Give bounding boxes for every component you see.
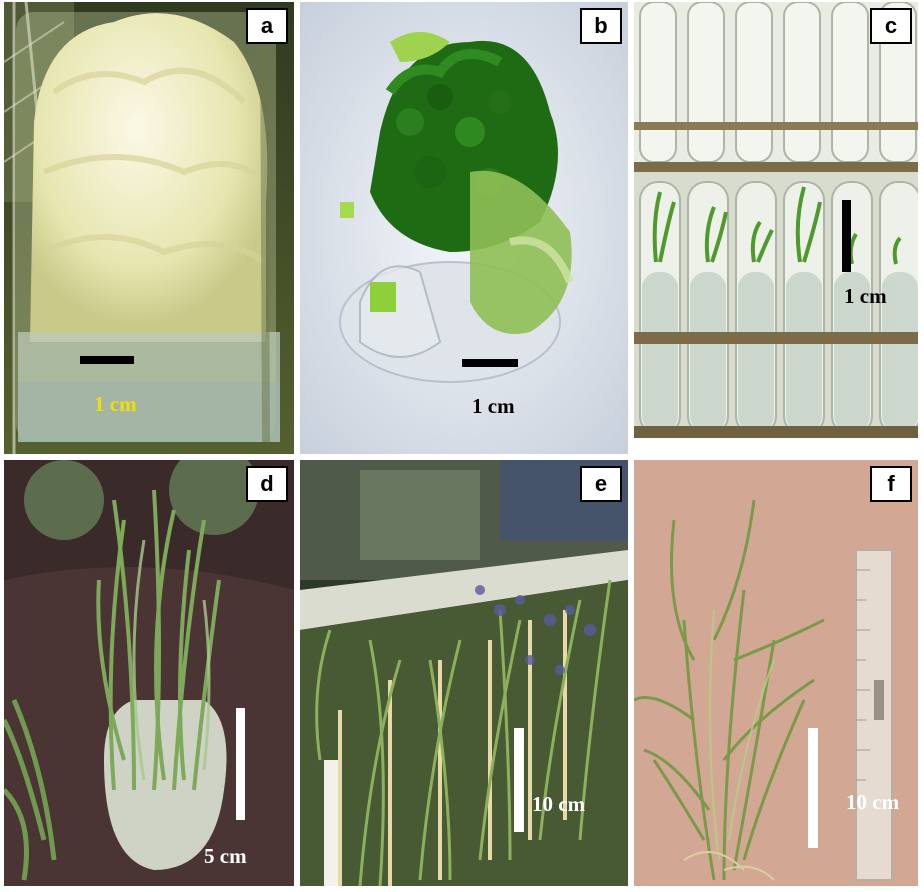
panel-b-photo [300, 2, 628, 454]
panel-e-scale-bar [514, 728, 524, 832]
panel-a: a 1 cm [4, 2, 294, 454]
panel-b-scale-bar [462, 359, 518, 367]
panel-a-scale-bar [80, 356, 134, 364]
panel-d: d 5 cm [4, 460, 294, 886]
panel-f-label: f [870, 466, 912, 502]
panel-e-photo [300, 460, 628, 886]
panel-b-scale-text: 1 cm [472, 394, 515, 418]
panel-b-label: b [580, 8, 622, 44]
panel-d-scale-text: 5 cm [204, 844, 247, 868]
panel-c-label: c [870, 8, 912, 44]
panel-b: b 1 cm [300, 2, 628, 454]
panel-d-scale-bar [236, 708, 245, 820]
panel-e: e 10 cm [300, 460, 628, 886]
panel-f-photo [634, 460, 918, 886]
panel-f-scale-bar [808, 728, 818, 848]
panel-c: c 1 cm [634, 2, 918, 438]
panel-a-label: a [246, 8, 288, 44]
panel-a-scale-text: 1 cm [94, 392, 137, 416]
panel-a-photo [4, 2, 294, 454]
panel-f-scale-text: 10 cm [846, 790, 900, 814]
panel-f: f 10 cm [634, 460, 918, 886]
panel-e-scale-text: 10 cm [532, 792, 586, 816]
panel-c-photo [634, 2, 918, 438]
panel-e-label: e [580, 466, 622, 502]
panel-c-scale-bar [842, 200, 851, 272]
panel-c-scale-text: 1 cm [844, 284, 887, 308]
panel-d-photo [4, 460, 294, 886]
panel-d-label: d [246, 466, 288, 502]
